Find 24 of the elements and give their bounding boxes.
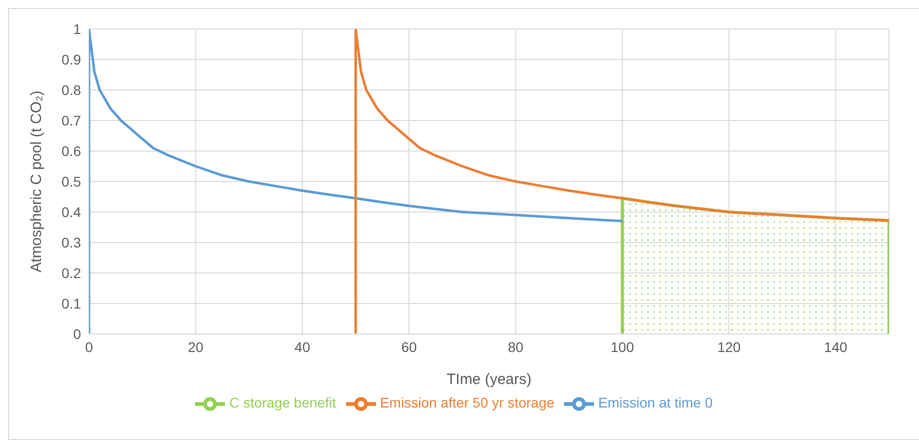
x-tick-label: 0 <box>85 338 94 355</box>
x-tick-label: 40 <box>294 338 310 355</box>
y-tick-label: 0.1 <box>62 295 82 312</box>
x-tick-label: 60 <box>401 338 417 355</box>
y-tick-label: 0.8 <box>62 82 82 98</box>
x-tick-label: 80 <box>508 338 524 355</box>
legend-label: C storage benefit <box>229 394 336 411</box>
x-tick-label: 120 <box>717 338 741 355</box>
x-axis-title: TIme (years) <box>446 371 532 388</box>
x-tick-label: 140 <box>824 338 848 355</box>
y-tick-label: 0 <box>73 326 82 342</box>
x-tick-label: 20 <box>188 338 204 355</box>
y-tick-label: 0.6 <box>62 142 82 159</box>
y-tick-label: 0.7 <box>62 112 82 128</box>
y-tick-label: 0.4 <box>62 204 82 220</box>
legend-label: Emission after 50 yr storage <box>380 394 554 411</box>
y-tick-label: 0.5 <box>62 173 82 190</box>
y-tick-label: 0.9 <box>62 51 82 68</box>
x-tick-label: 100 <box>610 338 634 355</box>
y-axis-title: Atmospheric C pool (t CO₂) <box>28 90 45 272</box>
y-tick-label: 1 <box>73 20 82 37</box>
y-tick-label: 0.2 <box>62 264 82 281</box>
legend-label: Emission at time 0 <box>598 394 713 411</box>
y-tick-label: 0.3 <box>62 234 82 250</box>
